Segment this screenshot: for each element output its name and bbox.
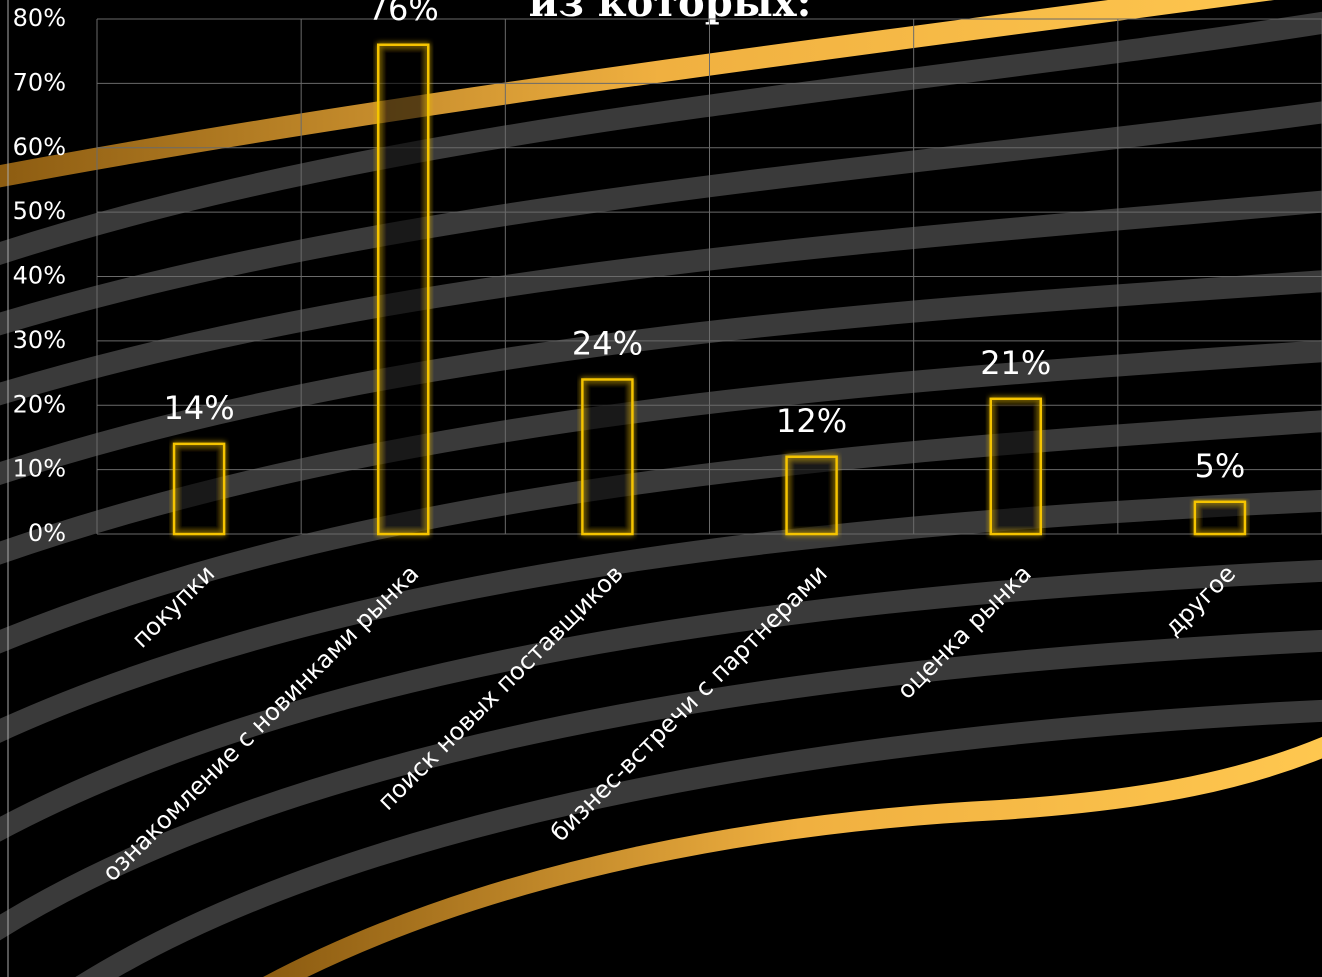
- y-tick-label: 80%: [13, 4, 66, 32]
- y-tick-label: 70%: [13, 68, 66, 96]
- data-label: 76%: [368, 0, 439, 28]
- chart-title: из которых:: [529, 0, 812, 26]
- bar: [989, 397, 1042, 536]
- y-tick-label: 30%: [13, 326, 66, 354]
- data-label: 24%: [572, 325, 643, 363]
- data-label: 5%: [1195, 447, 1246, 485]
- y-tick-label: 20%: [13, 390, 66, 418]
- y-tick-label: 40%: [13, 262, 66, 290]
- gold-curve: [0, 0, 1275, 188]
- data-label: 21%: [980, 344, 1051, 382]
- y-tick-label: 0%: [28, 519, 66, 547]
- data-label: 12%: [776, 402, 847, 440]
- y-tick-label: 10%: [13, 455, 66, 483]
- background-stripes: [0, 11, 1322, 977]
- data-label: 14%: [164, 389, 235, 427]
- bar: [1193, 500, 1247, 536]
- bar: [785, 455, 838, 536]
- bar: [581, 378, 634, 536]
- bar: [172, 442, 226, 536]
- gold-curve: [263, 736, 1322, 977]
- y-tick-label: 60%: [13, 133, 66, 161]
- bar: [377, 43, 430, 536]
- y-tick-label: 50%: [13, 197, 66, 225]
